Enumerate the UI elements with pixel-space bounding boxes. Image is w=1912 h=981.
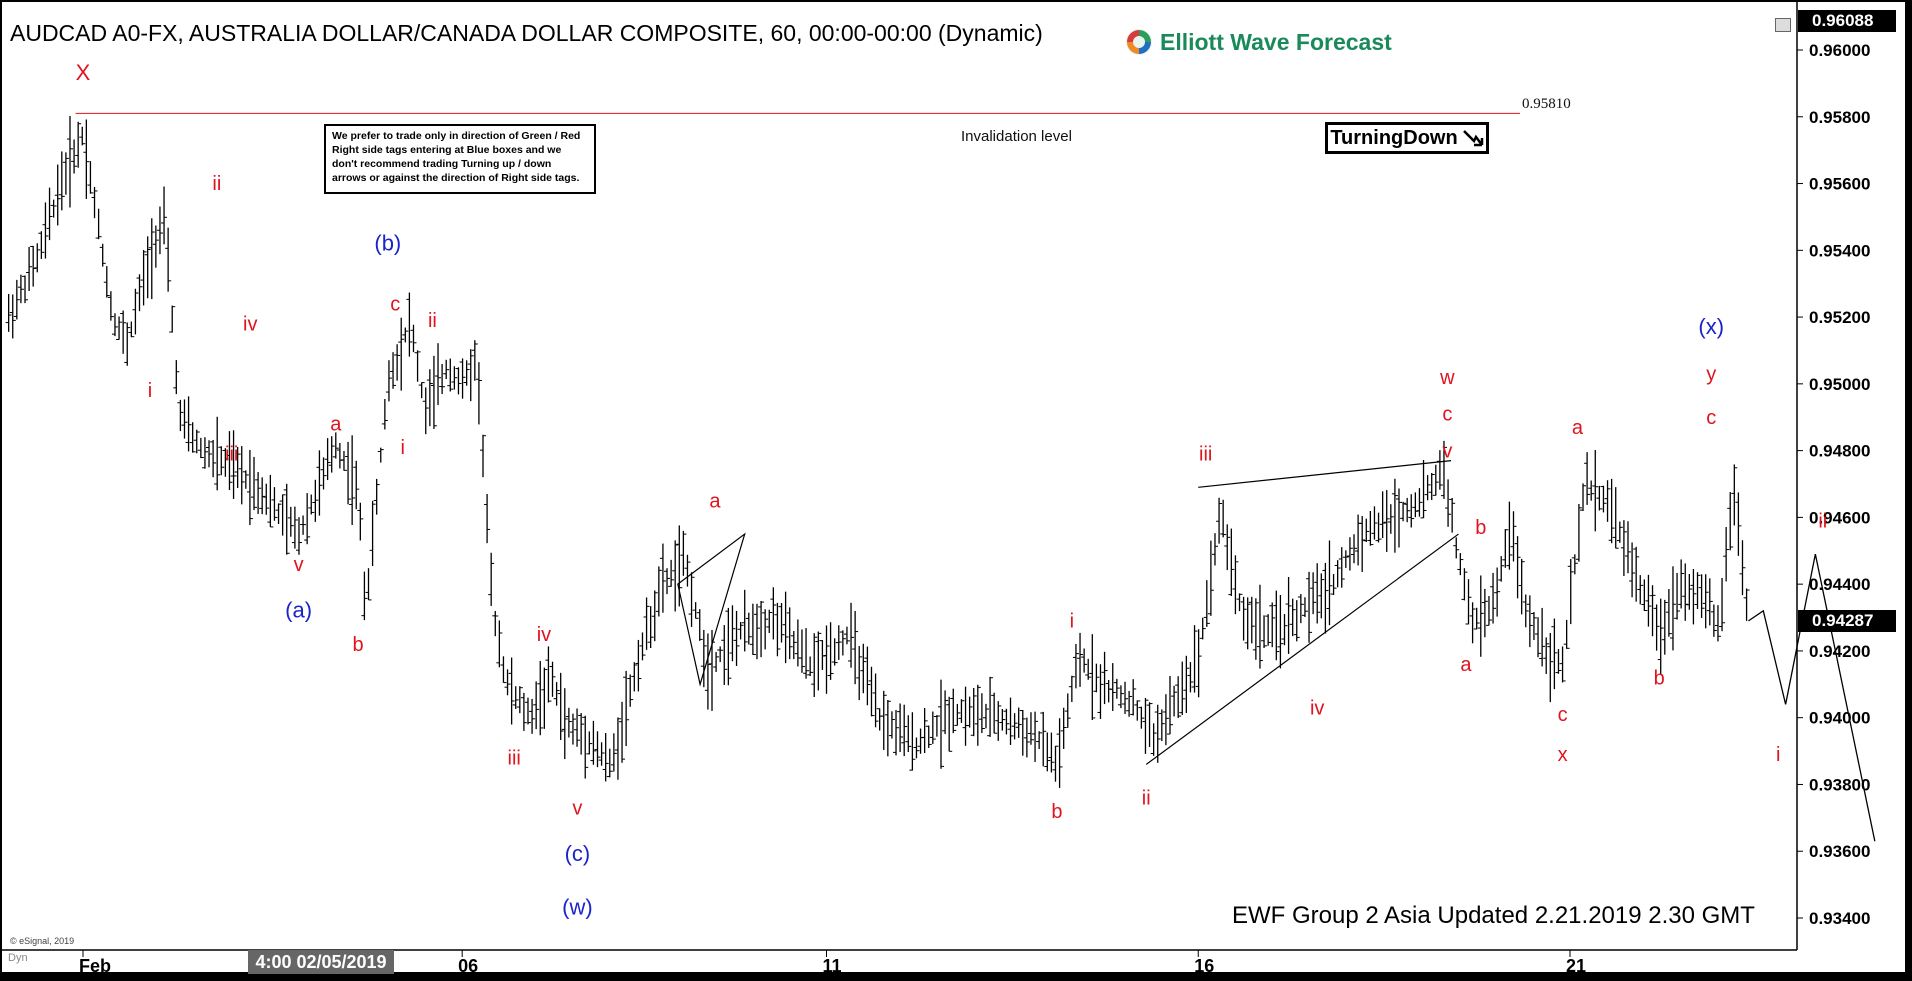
- chart-title: AUDCAD A0-FX, AUSTRALIA DOLLAR/CANADA DO…: [10, 20, 1043, 46]
- triangle-lines: [677, 532, 746, 687]
- wave-label: iii: [1199, 444, 1212, 466]
- x-tick-label: Feb: [79, 956, 111, 972]
- wave-label: x: [1558, 744, 1568, 766]
- current-price-tag: 0.94287: [1798, 610, 1896, 632]
- wave-label: a: [330, 414, 342, 436]
- turning-down-badge: TurningDown: [1325, 122, 1489, 154]
- y-tick-label: 0.95200: [1809, 308, 1870, 327]
- wave-label: c: [1558, 704, 1568, 726]
- y-tick-label: 0.94400: [1809, 575, 1870, 594]
- wave-label: iv: [243, 313, 257, 335]
- wave-label: a: [709, 490, 721, 512]
- cursor-time: 4:00 02/05/2019: [248, 950, 394, 974]
- wave-label: (x): [1698, 314, 1724, 339]
- y-tick-label: 0.95600: [1809, 175, 1870, 194]
- wave-label: i: [148, 380, 152, 402]
- y-tick-label: 0.94200: [1809, 642, 1870, 661]
- ewf-logo-icon: [1126, 29, 1152, 55]
- wave-label: c: [1706, 407, 1716, 429]
- y-tick-label: 0.94600: [1809, 508, 1870, 527]
- invalidation-label: Invalidation level: [961, 128, 1072, 145]
- y-tick-label: 0.93600: [1809, 842, 1870, 861]
- wave-label: b: [1654, 667, 1665, 689]
- wave-label: y: [1706, 364, 1716, 386]
- y-tick-label: 0.95000: [1809, 375, 1870, 394]
- wave-label: iv: [1310, 697, 1324, 719]
- x-tick-label: 06: [458, 956, 478, 972]
- wave-label: b: [1475, 517, 1486, 539]
- trading-notice: We prefer to trade only in direction of …: [324, 124, 596, 194]
- wave-label: b: [353, 634, 364, 656]
- dyn-label: Dyn: [8, 952, 28, 964]
- wave-label: (a): [285, 598, 312, 623]
- y-tick-label: 0.94000: [1809, 709, 1870, 728]
- wave-label: iii: [508, 747, 521, 769]
- wave-label: ii: [428, 310, 437, 332]
- wave-label: i: [400, 437, 404, 459]
- wave-label: (b): [374, 230, 401, 255]
- window-restore-icon[interactable]: [1775, 18, 1791, 32]
- wave-label: i: [1776, 744, 1780, 766]
- arrow-down-right-icon: [1462, 130, 1483, 147]
- wave-label: iii: [225, 444, 238, 466]
- x-tick-label: 16: [1194, 956, 1214, 972]
- copyright: © eSignal, 2019: [10, 936, 75, 946]
- wave-label: v: [572, 798, 582, 820]
- wave-label: X: [76, 60, 91, 85]
- wave-label: ii: [212, 173, 221, 195]
- top-price-tag: 0.96088: [1798, 10, 1896, 32]
- wave-label: iv: [537, 624, 551, 646]
- wave-label: c: [1442, 404, 1452, 426]
- wedge-top-line: [1198, 460, 1452, 488]
- y-tick-label: 0.95400: [1809, 241, 1870, 260]
- wave-label: a: [1460, 654, 1472, 676]
- y-tick-label: 0.93400: [1809, 909, 1870, 928]
- wave-label: b: [1051, 801, 1062, 823]
- wave-label: (w): [562, 895, 593, 920]
- wave-label: w: [1439, 367, 1455, 389]
- y-tick-label: 0.93800: [1809, 775, 1870, 794]
- y-tick-label: 0.95800: [1809, 108, 1870, 127]
- invalidation-value: 0.95810: [1522, 96, 1571, 112]
- wave-label: a: [1572, 417, 1584, 439]
- wave-label: ii: [1818, 510, 1827, 532]
- update-footer: EWF Group 2 Asia Updated 2.21.2019 2.30 …: [1232, 902, 1755, 929]
- x-tick-label: 21: [1566, 956, 1586, 972]
- wave-label: i: [1070, 611, 1074, 633]
- brand-name: Elliott Wave Forecast: [1160, 28, 1392, 55]
- wave-label: (c): [565, 841, 591, 866]
- x-tick-label: 11: [823, 956, 842, 972]
- wave-label: c: [390, 293, 400, 315]
- projection-path: [1748, 553, 1876, 842]
- wave-label: ii: [1142, 787, 1151, 809]
- wedge-bottom-line: [1145, 533, 1459, 765]
- turning-label: TurningDown: [1330, 126, 1458, 149]
- wave-label: v: [1442, 440, 1452, 462]
- y-tick-label: 0.94800: [1809, 442, 1870, 461]
- wave-label: v: [294, 554, 304, 576]
- brand: Elliott Wave Forecast: [1124, 24, 1392, 60]
- y-tick-label: 0.96000: [1809, 41, 1870, 60]
